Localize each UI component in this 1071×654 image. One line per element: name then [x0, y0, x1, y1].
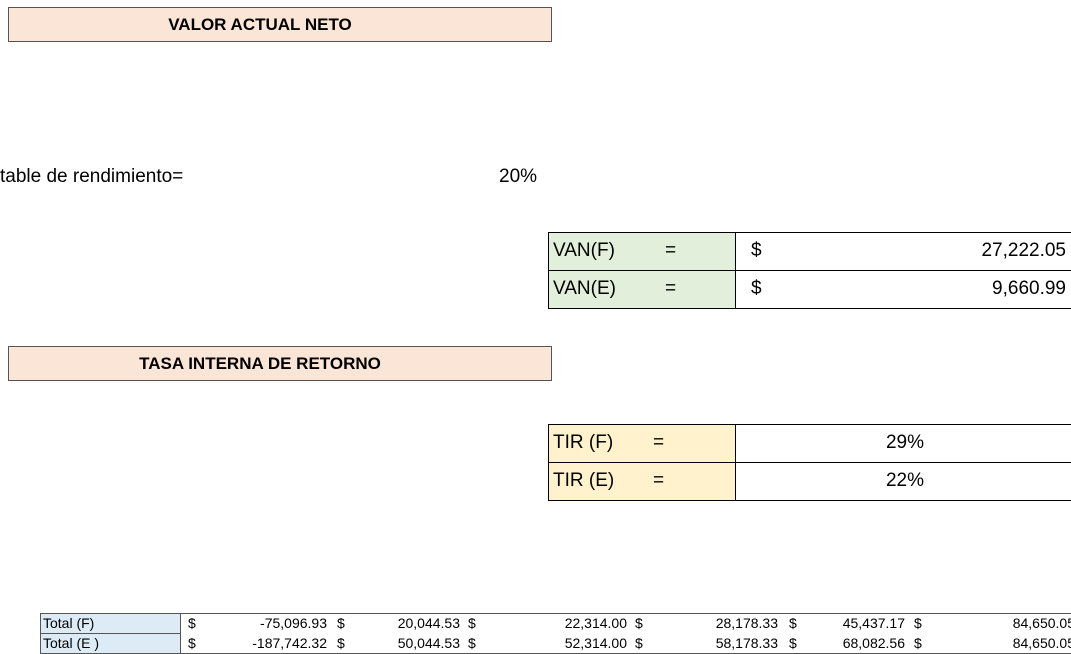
amount: 28,178.33	[715, 615, 778, 631]
amount: 68,082.56	[842, 635, 905, 651]
value-cell	[735, 462, 1071, 501]
currency: $	[914, 615, 922, 631]
value: 9,660.99	[992, 278, 1066, 299]
label-cell	[548, 270, 736, 309]
value: 27,222.05	[981, 240, 1066, 261]
currency: $	[188, 635, 196, 651]
label: VAN(E)	[553, 278, 616, 299]
value: 22%	[885, 470, 925, 491]
currency: $	[751, 240, 762, 261]
currency: $	[635, 635, 643, 651]
table-border	[181, 613, 1071, 654]
amount: -75,096.93	[260, 615, 327, 631]
label: VAN(F)	[553, 240, 615, 261]
amount: 50,044.53	[397, 635, 460, 651]
amount: 52,314.00	[564, 635, 627, 651]
label-cell	[548, 462, 736, 501]
amount: 45,437.17	[842, 615, 905, 631]
currency: $	[337, 635, 345, 651]
currency: $	[789, 615, 797, 631]
value-cell	[735, 270, 1071, 309]
currency: $	[789, 635, 797, 651]
currency: $	[468, 635, 476, 651]
label: TIR (E)	[553, 470, 615, 491]
currency: $	[914, 635, 922, 651]
currency: $	[468, 615, 476, 631]
label-cell	[548, 232, 736, 271]
amount: 84,650.05	[1012, 635, 1071, 651]
equals: =	[653, 470, 665, 491]
currency: $	[751, 278, 762, 299]
section-header: VALOR ACTUAL NETO	[8, 7, 552, 42]
amount: -187,742.32	[252, 635, 327, 651]
row-label: Total (F)	[43, 615, 95, 631]
currency: $	[337, 615, 345, 631]
amount: 22,314.00	[564, 615, 627, 631]
row-label: Total (E )	[43, 635, 100, 651]
section-header: TASA INTERNA DE RETORNO	[8, 346, 552, 381]
label-cell	[548, 424, 736, 463]
equals: =	[665, 240, 677, 261]
amount: 20,044.53	[397, 615, 460, 631]
equals: =	[665, 278, 677, 299]
currency: $	[188, 615, 196, 631]
amount: 58,178.33	[715, 635, 778, 651]
equals: =	[653, 432, 665, 453]
currency: $	[635, 615, 643, 631]
rate-label: table de rendimiento=	[0, 166, 184, 187]
label: TIR (F)	[553, 432, 614, 453]
value: 29%	[885, 432, 925, 453]
rate-value: 20%	[499, 166, 538, 187]
amount: 84,650.05	[1012, 615, 1071, 631]
